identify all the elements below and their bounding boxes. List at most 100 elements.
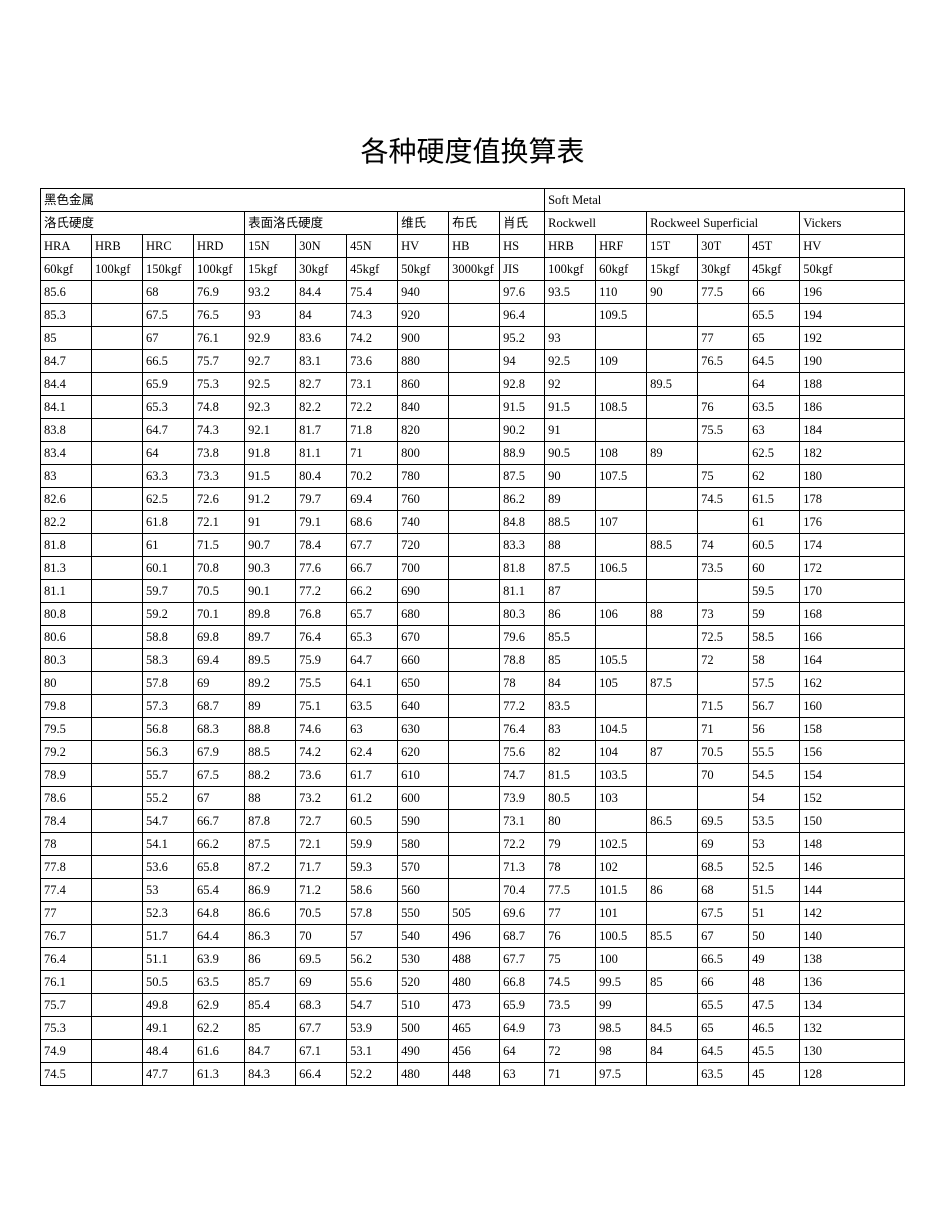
table-cell: 78 [545,856,596,879]
load-hv: 50kgf [398,258,449,281]
table-cell [449,879,500,902]
page-title: 各种硬度值换算表 [40,130,905,170]
table-cell: 87.5 [647,672,698,695]
table-cell [92,1063,143,1086]
table-cell: 740 [398,511,449,534]
table-cell: 74.2 [347,327,398,350]
header-superficial-en: Rockweel Superficial [647,212,800,235]
table-cell: 84.8 [500,511,545,534]
table-cell: 89 [545,488,596,511]
table-body: 85.66876.993.284.475.494097.693.51109077… [41,281,905,1086]
table-cell [449,465,500,488]
table-cell: 136 [800,971,905,994]
table-cell: 186 [800,396,905,419]
table-cell: 91.5 [500,396,545,419]
table-cell: 132 [800,1017,905,1040]
table-cell: 87 [545,580,596,603]
table-cell: 86.2 [500,488,545,511]
table-cell [92,281,143,304]
table-cell: 85 [647,971,698,994]
table-cell: 101 [596,902,647,925]
table-row: 85.367.576.5938474.392096.4109.565.5194 [41,304,905,327]
table-cell: 76.9 [194,281,245,304]
table-cell: 465 [449,1017,500,1040]
table-cell: 67.7 [500,948,545,971]
table-cell: 69 [698,833,749,856]
table-cell: 170 [800,580,905,603]
table-cell: 64.1 [347,672,398,695]
table-cell [449,810,500,833]
table-cell: 68.7 [194,695,245,718]
table-cell: 87.8 [245,810,296,833]
table-cell: 144 [800,879,905,902]
table-cell: 90 [545,465,596,488]
table-cell: 76.8 [296,603,347,626]
table-row: 85.66876.993.284.475.494097.693.51109077… [41,281,905,304]
table-cell: 760 [398,488,449,511]
table-cell [449,419,500,442]
table-cell [647,557,698,580]
table-cell: 560 [398,879,449,902]
table-cell: 57.3 [143,695,194,718]
table-cell: 52.5 [749,856,800,879]
col-hra: HRA [41,235,92,258]
table-row: 78.454.766.787.872.760.559073.18086.569.… [41,810,905,833]
table-cell: 83.4 [41,442,92,465]
table-cell: 158 [800,718,905,741]
table-cell: 70 [296,925,347,948]
table-cell: 66 [698,971,749,994]
table-cell: 72 [698,649,749,672]
table-row: 856776.192.983.674.290095.2937765192 [41,327,905,350]
table-cell [596,327,647,350]
table-cell [449,603,500,626]
table-cell [92,994,143,1017]
table-cell: 72.5 [698,626,749,649]
page: 各种硬度值换算表 黑色金属 Soft Metal 洛氏硬度 表面洛氏硬度 维氏 … [0,0,945,1126]
table-cell: 75.4 [347,281,398,304]
table-cell: 59.9 [347,833,398,856]
table-cell: 89.2 [245,672,296,695]
table-cell: 67.1 [296,1040,347,1063]
table-cell: 84 [647,1040,698,1063]
table-cell: 50.5 [143,971,194,994]
table-cell: 61.5 [749,488,800,511]
table-cell: 83.8 [41,419,92,442]
table-cell: 59 [749,603,800,626]
table-cell [92,626,143,649]
table-cell [449,327,500,350]
table-cell: 75.3 [194,373,245,396]
table-cell: 88 [245,787,296,810]
table-cell [92,396,143,419]
table-cell: 89.8 [245,603,296,626]
table-cell: 61 [143,534,194,557]
header-row-load: 60kgf 100kgf 150kgf 100kgf 15kgf 30kgf 4… [41,258,905,281]
table-cell: 70.5 [698,741,749,764]
table-cell: 93 [245,304,296,327]
table-cell: 67.7 [296,1017,347,1040]
table-cell [647,902,698,925]
table-cell: 54.7 [347,994,398,1017]
table-cell: 57.8 [143,672,194,695]
table-cell: 85.6 [41,281,92,304]
table-cell: 73 [698,603,749,626]
table-cell: 75.5 [296,672,347,695]
table-cell: 76.1 [41,971,92,994]
table-cell: 110 [596,281,647,304]
table-cell: 55.6 [347,971,398,994]
table-cell: 77.6 [296,557,347,580]
table-cell: 70.5 [296,902,347,925]
table-cell: 68 [698,879,749,902]
table-cell: 74.7 [500,764,545,787]
table-row: 81.159.770.590.177.266.269081.18759.5170 [41,580,905,603]
table-cell [698,373,749,396]
header-vickers-en: Vickers [800,212,905,235]
table-cell [92,419,143,442]
table-cell: 54.7 [143,810,194,833]
table-cell: 473 [449,994,500,1017]
table-cell: 146 [800,856,905,879]
table-cell: 94 [500,350,545,373]
table-cell: 68.3 [194,718,245,741]
table-cell [92,948,143,971]
table-cell: 140 [800,925,905,948]
table-cell [92,488,143,511]
